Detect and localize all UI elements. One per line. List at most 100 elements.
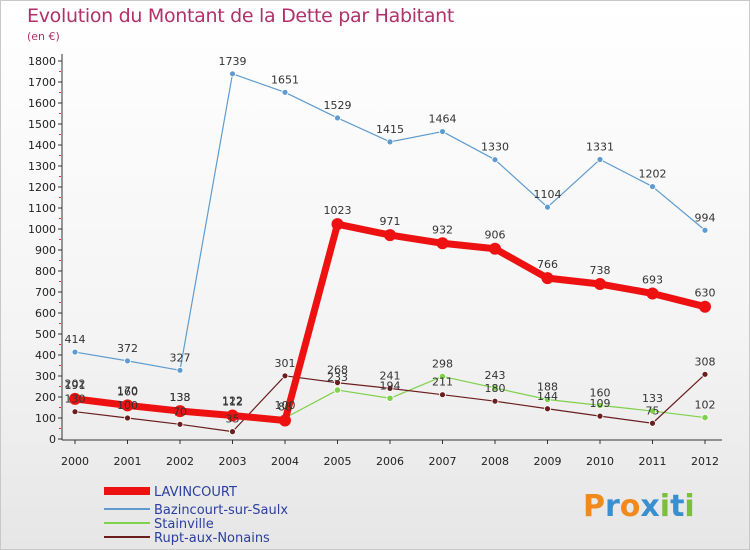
x-tick-label: 2003: [219, 455, 247, 468]
data-label: 414: [65, 333, 86, 346]
data-point: [229, 428, 236, 436]
data-point: [334, 114, 341, 122]
data-point: [596, 412, 604, 420]
data-label: 241: [380, 369, 401, 382]
y-tick-label: 500: [35, 328, 56, 341]
data-label: 194: [380, 379, 401, 392]
data-point: [491, 156, 499, 164]
data-point: [121, 399, 134, 412]
data-label: 102: [695, 399, 716, 412]
data-point: [331, 218, 344, 231]
data-point: [594, 278, 606, 291]
data-label: 301: [275, 357, 296, 370]
legend: LAVINCOURT Bazincourt-sur-SaulxStainville…: [104, 485, 288, 546]
data-label: 160: [117, 385, 138, 398]
data-label: 1739: [219, 55, 247, 68]
y-tick-label: 900: [35, 244, 56, 257]
legend-label: Bazincourt-sur-Saulx: [154, 503, 288, 518]
data-label: 188: [537, 381, 558, 394]
data-point: [69, 392, 81, 405]
data-point: [281, 88, 289, 96]
data-point: [176, 420, 184, 428]
data-point: [648, 407, 657, 415]
y-tick-label: 400: [35, 349, 56, 362]
data-point: [124, 357, 131, 365]
data-point: [491, 384, 499, 392]
data-point: [279, 414, 291, 427]
y-tick-label: 1200: [28, 181, 56, 194]
data-label: 243: [485, 369, 506, 382]
series-rupt-aux-nonains: [71, 370, 709, 436]
y-tick-label: 1500: [28, 118, 56, 131]
data-label: 693: [642, 273, 663, 286]
data-label: 138: [170, 391, 191, 404]
x-tick-label: 2010: [586, 455, 614, 468]
chart-title: Evolution du Montant de la Dette par Hab…: [27, 5, 455, 27]
data-label: 100: [275, 399, 296, 412]
data-label: 1415: [376, 123, 404, 136]
y-tick-label: 1300: [28, 160, 56, 173]
x-tick-label: 2006: [376, 455, 404, 468]
data-label: 372: [117, 342, 138, 355]
data-point: [649, 419, 656, 427]
y-tick-label: 1800: [28, 55, 56, 68]
data-point: [386, 384, 394, 392]
data-label: 180: [485, 382, 506, 395]
data-point: [334, 379, 341, 387]
data-label: 906: [485, 229, 506, 242]
x-tick-label: 2012: [691, 455, 719, 468]
y-tick-label: 1000: [28, 223, 56, 236]
data-point: [229, 70, 236, 78]
data-point: [596, 401, 604, 409]
data-point: [174, 405, 186, 418]
data-label: 191: [65, 379, 86, 392]
data-point: [701, 413, 709, 422]
logo-letter: i: [684, 489, 694, 524]
data-label: 233: [327, 371, 348, 384]
data-point: [489, 242, 501, 255]
x-tick-label: 2004: [271, 455, 299, 468]
logo-letter: i: [660, 489, 670, 524]
data-label: 298: [432, 357, 453, 370]
data-point: [544, 203, 551, 211]
data-label: 122: [222, 394, 243, 407]
logo-letter: P: [583, 489, 605, 524]
x-tick-label: 2007: [429, 455, 457, 468]
y-tick-label: 1400: [28, 139, 56, 152]
data-label: 1331: [586, 140, 614, 153]
y-tick-label: 0: [49, 433, 56, 446]
data-label: 630: [695, 287, 716, 300]
data-label: 160: [590, 386, 611, 399]
data-point: [386, 138, 394, 146]
legend-label: Rupt-aux-Nonains: [154, 531, 270, 546]
proxiti-logo: Proxiti: [583, 489, 695, 524]
data-label: 971: [380, 215, 401, 228]
chart-subtitle: (en €): [27, 30, 60, 43]
data-label: 130: [65, 393, 86, 406]
data-label: 170: [117, 384, 138, 397]
data-label: 1464: [429, 113, 457, 126]
data-point: [649, 183, 656, 190]
y-tick-label: 200: [35, 391, 56, 404]
data-label: 738: [590, 264, 611, 277]
data-point: [438, 372, 447, 381]
y-tick-label: 1600: [28, 97, 56, 110]
data-label: 994: [695, 211, 716, 224]
y-tick-label: 800: [35, 265, 56, 278]
data-label: 766: [537, 258, 558, 271]
data-label: 1651: [271, 73, 299, 86]
data-point: [176, 366, 184, 374]
y-tick-label: 1100: [28, 202, 56, 215]
data-label: 1202: [639, 168, 667, 181]
data-label: 35: [226, 413, 240, 426]
data-label: 133: [170, 391, 191, 404]
data-label: 932: [432, 223, 453, 236]
y-tick-label: 700: [35, 286, 56, 299]
data-point: [333, 386, 342, 394]
data-point: [386, 394, 394, 402]
data-point: [436, 237, 449, 250]
data-label: 268: [327, 364, 348, 377]
data-label: 1330: [481, 141, 509, 154]
logo-letter: r: [605, 489, 620, 524]
